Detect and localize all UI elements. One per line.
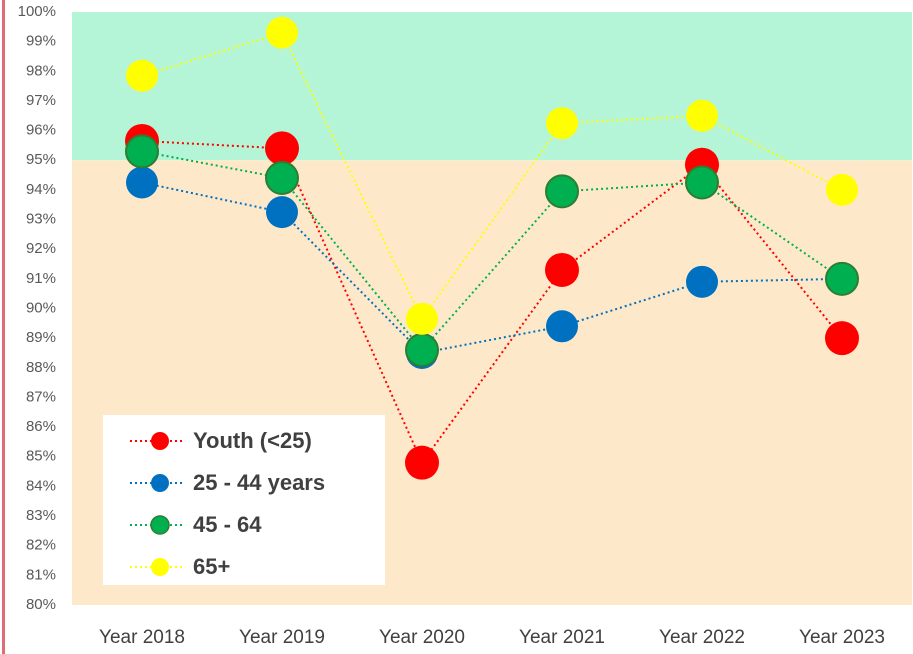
y-tick-label: 98% bbox=[26, 62, 56, 79]
marker bbox=[265, 131, 299, 166]
y-tick-label: 86% bbox=[26, 418, 56, 435]
x-tick-label: Year 2020 bbox=[379, 627, 465, 648]
y-tick-label: 97% bbox=[26, 92, 56, 109]
marker bbox=[126, 59, 158, 92]
lines bbox=[141, 31, 843, 465]
marker bbox=[265, 161, 299, 196]
y-tick-label: 83% bbox=[26, 507, 56, 524]
series-line bbox=[141, 150, 843, 352]
legend-label: 45 - 64 bbox=[193, 512, 262, 537]
y-tick-label: 93% bbox=[26, 211, 56, 228]
legend-label: Youth (<25) bbox=[193, 428, 312, 453]
y-tick-label: 82% bbox=[26, 537, 56, 554]
y-tick-label: 88% bbox=[26, 359, 56, 376]
legend-marker bbox=[150, 515, 170, 535]
legend-marker bbox=[151, 474, 169, 492]
marker bbox=[405, 333, 439, 368]
y-tick-label: 80% bbox=[26, 596, 56, 613]
marker bbox=[825, 321, 859, 356]
x-tick-label: Year 2019 bbox=[239, 627, 325, 648]
marker bbox=[686, 265, 718, 298]
y-tick-label: 90% bbox=[26, 299, 56, 316]
series-line bbox=[141, 31, 843, 321]
marker bbox=[545, 174, 579, 209]
y-tick-label: 84% bbox=[26, 477, 56, 494]
marker bbox=[545, 252, 579, 287]
marker bbox=[685, 165, 719, 200]
legend-label: 65+ bbox=[193, 554, 230, 579]
marker bbox=[406, 302, 438, 335]
series-line bbox=[141, 139, 843, 465]
legend-label: 25 - 44 years bbox=[193, 470, 325, 495]
y-tick-label: 96% bbox=[26, 122, 56, 139]
marker bbox=[405, 445, 439, 480]
marker bbox=[825, 261, 859, 296]
marker bbox=[826, 173, 858, 206]
legend-marker bbox=[151, 558, 169, 576]
y-tick-label: 85% bbox=[26, 448, 56, 465]
y-tick-label: 91% bbox=[26, 270, 56, 287]
y-tick-label: 87% bbox=[26, 388, 56, 405]
legend-box bbox=[103, 415, 385, 585]
edge-bar bbox=[2, 0, 5, 654]
marker bbox=[266, 196, 298, 229]
y-tick-label: 89% bbox=[26, 329, 56, 346]
marker bbox=[686, 99, 718, 132]
background-band bbox=[72, 12, 912, 161]
y-tick-label: 95% bbox=[26, 151, 56, 168]
x-tick-label: Year 2023 bbox=[799, 627, 885, 648]
x-tick-label: Year 2021 bbox=[519, 627, 605, 648]
legend: Youth (<25) 25 - 44 years 45 - 64 65+ bbox=[103, 415, 385, 585]
y-tick-label: 81% bbox=[26, 566, 56, 583]
marker bbox=[546, 107, 578, 140]
axis: 80% 81% 82% 83% 84% 85% 86% 87% 88% 89% 90% 91% 92% 9… bbox=[18, 3, 885, 648]
legend-marker bbox=[151, 432, 169, 450]
y-tick-label: 92% bbox=[26, 240, 56, 257]
marker bbox=[125, 134, 159, 169]
y-tick-label: 99% bbox=[26, 33, 56, 50]
marker bbox=[266, 16, 298, 49]
y-tick-label: 100% bbox=[18, 3, 56, 20]
marker bbox=[546, 310, 578, 343]
markers bbox=[125, 16, 859, 480]
y-tick-label: 94% bbox=[26, 181, 56, 198]
marker bbox=[126, 166, 158, 199]
x-tick-label: Year 2022 bbox=[659, 627, 745, 648]
x-tick-label: Year 2018 bbox=[99, 627, 185, 648]
